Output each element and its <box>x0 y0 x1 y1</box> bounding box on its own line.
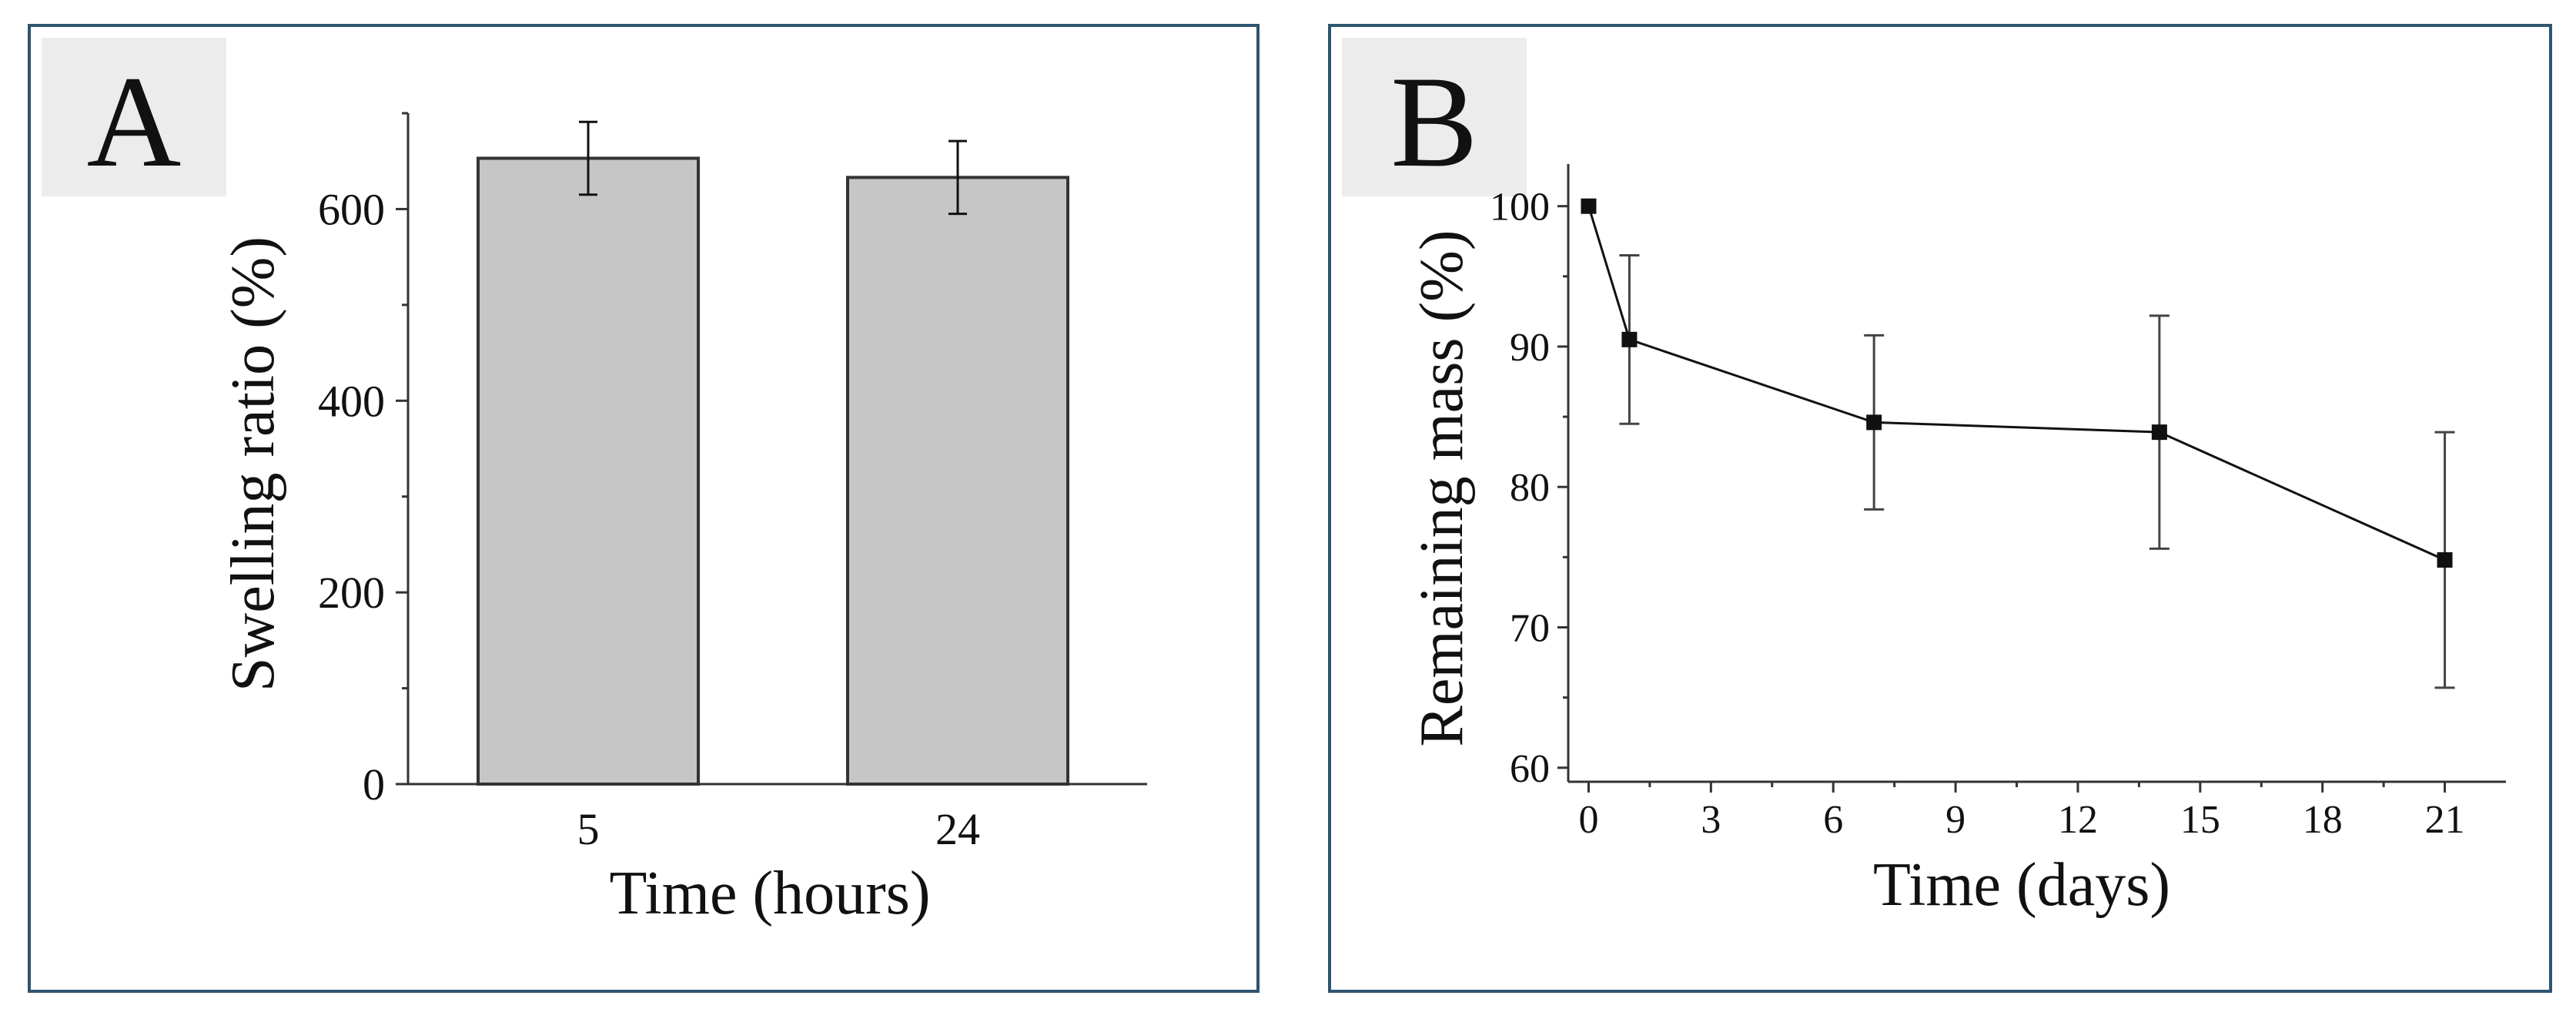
y-tick-label: 60 <box>1510 747 1550 791</box>
data-point <box>2437 552 2453 568</box>
y-tick-label: 100 <box>1490 186 1550 230</box>
data-point <box>1866 414 1882 431</box>
y-tick-label: 70 <box>1510 607 1550 651</box>
x-tick-label: 9 <box>1945 798 1965 842</box>
y-axis-label: Remaining mass (%) <box>1408 230 1476 747</box>
bar <box>846 176 1069 786</box>
x-tick-label: 15 <box>2180 798 2220 842</box>
x-tick-label: 0 <box>1578 798 1598 842</box>
x-axis-label: Time (hours) <box>609 860 930 927</box>
y-tick-label: 600 <box>318 184 385 234</box>
x-tick-label: 18 <box>2303 798 2343 842</box>
panel-label-box <box>42 38 226 196</box>
y-tick-label: 400 <box>318 376 385 426</box>
x-axis-label: Time (days) <box>1873 851 2170 919</box>
data-point <box>2151 424 2167 441</box>
panel-label: A <box>87 49 182 194</box>
mass-chart: B 60 70 80 90 100 0 3 6 9 12 15 18 21 Time (days) Rema… <box>1342 38 2506 919</box>
x-tick-label: 6 <box>1823 798 1843 842</box>
bar <box>477 156 700 786</box>
y-tick-label: 0 <box>363 759 385 810</box>
panel-label-box <box>1342 38 1527 196</box>
panel-b: B 60 70 80 90 100 0 3 6 9 12 15 18 21 Time (days) Rema… <box>1328 24 2552 993</box>
x-tick-label: 12 <box>2058 798 2098 842</box>
x-tick-label: 3 <box>1701 798 1721 842</box>
x-tick-label: 5 <box>577 804 600 854</box>
series-line <box>1587 206 2446 561</box>
data-point <box>1581 198 1597 214</box>
x-tick-label: 24 <box>935 804 980 854</box>
data-point <box>1621 331 1638 347</box>
x-tick-label: 21 <box>2425 798 2465 842</box>
y-axis-label: Swelling ratio (%) <box>219 236 287 692</box>
panel-label: B <box>1390 49 1477 194</box>
y-tick-label: 90 <box>1510 326 1550 370</box>
panel-a: A 0 200 400 600 5 24 Time (hours) Swelling rati… <box>28 24 1260 993</box>
y-tick-label: 200 <box>318 568 385 618</box>
y-tick-label: 80 <box>1510 466 1550 510</box>
